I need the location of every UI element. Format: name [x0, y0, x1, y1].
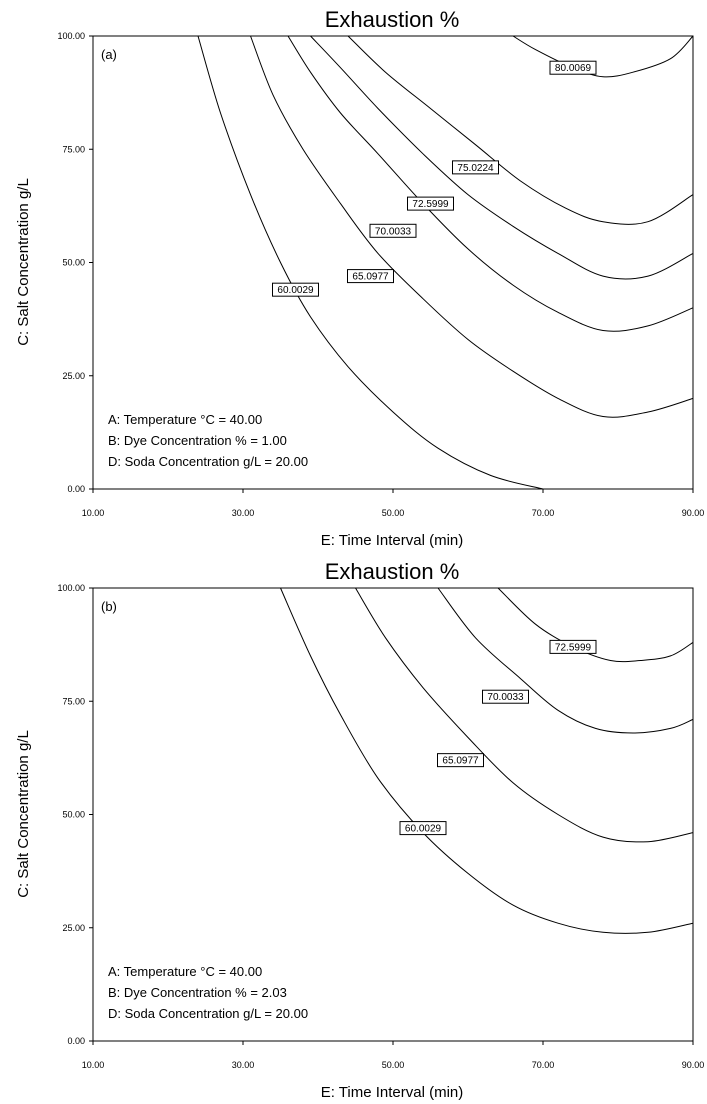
y-tick-label: 0.00: [67, 484, 85, 494]
contour-plot-a-svg: Exhaustion % 0.00 25.00 50.00 75.00 100.00 10.…: [15, 7, 705, 549]
x-tick-label: 70.00: [532, 508, 555, 518]
y-axis-title: C: Salt Concentration g/L: [15, 178, 32, 346]
contour-line-70.0033: [287, 35, 694, 332]
contour-plot-a: Exhaustion % 0.00 25.00 50.00 75.00 100.00 10.…: [15, 7, 705, 549]
contour-plot-b-svg: Exhaustion % 0.00 25.00 50.00 75.00 100.00 10.…: [15, 559, 705, 1101]
contour-label-box: [272, 282, 319, 297]
y-tick-label: 0.00: [67, 1036, 85, 1046]
contour-label-box: [452, 160, 499, 175]
contour-label: 80.0069: [555, 63, 592, 74]
contour-line-60.0029: [197, 35, 544, 490]
contour-line-72.5999: [310, 35, 694, 280]
contour-label-box: [482, 689, 529, 704]
y-tick-label: 50.00: [62, 258, 85, 268]
contour-label-box: [399, 821, 447, 836]
x-tick-label: 90.00: [682, 508, 705, 518]
condition-annotation: A: Temperature °C = 40.00: [108, 412, 262, 427]
y-tick-label: 50.00: [62, 810, 85, 820]
contour-line-65.0977: [355, 587, 694, 843]
x-tick-label: 10.00: [82, 1060, 105, 1070]
x-tick-label: 50.00: [382, 1060, 405, 1070]
x-axis-title: E: Time Interval (min): [321, 1084, 464, 1101]
contour-line-80.0069: [512, 35, 694, 78]
contour-label-box: [347, 269, 394, 284]
panel-label: (b): [101, 599, 117, 614]
condition-annotation: A: Temperature °C = 40.00: [108, 964, 262, 979]
x-tick-label: 30.00: [232, 508, 255, 518]
x-tick-label: 70.00: [532, 1060, 555, 1070]
x-tick-label: 90.00: [682, 1060, 705, 1070]
condition-annotation: B: Dye Concentration % = 1.00: [108, 433, 287, 448]
y-tick-label: 100.00: [57, 583, 85, 593]
contour-plot-b: Exhaustion % 0.00 25.00 50.00 75.00 100.00 10.…: [0, 552, 707, 1104]
x-tick-label: 30.00: [232, 1060, 255, 1070]
contour-label: 65.0977: [442, 756, 479, 767]
condition-annotation: D: Soda Concentration g/L = 20.00: [108, 454, 308, 469]
contour-label-box: [369, 223, 417, 238]
y-tick-label: 75.00: [62, 696, 85, 706]
contour-line-70.0033: [437, 587, 694, 734]
y-tick-label: 75.00: [62, 144, 85, 154]
y-axis-title: C: Salt Concentration g/L: [15, 730, 32, 898]
x-tick-label: 10.00: [82, 508, 105, 518]
contour-line-75.0224: [347, 35, 694, 225]
contour-label: 75.0224: [457, 163, 494, 174]
contour-line-65.0977: [250, 35, 694, 418]
contour-label: 72.5999: [412, 199, 449, 210]
contour-label-box: [549, 60, 597, 75]
contour-label-box: [549, 639, 597, 654]
y-tick-label: 100.00: [57, 31, 85, 41]
contour-label-box: [437, 753, 484, 768]
condition-annotation: D: Soda Concentration g/L = 20.00: [108, 1006, 308, 1021]
panel-label: (a): [101, 47, 117, 62]
contour-label: 60.0029: [405, 824, 442, 835]
contour-label: 70.0033: [375, 226, 412, 237]
contour-label: 65.0977: [352, 272, 389, 283]
contour-line-72.5999: [497, 587, 694, 663]
x-tick-label: 50.00: [382, 508, 405, 518]
y-tick-label: 25.00: [62, 371, 85, 381]
y-tick-label: 25.00: [62, 923, 85, 933]
condition-annotation: B: Dye Concentration % = 2.03: [108, 985, 287, 1000]
contour-label-box: [407, 196, 454, 211]
contour-label: 72.5999: [555, 642, 592, 653]
contour-label: 60.0029: [277, 285, 314, 296]
contour-label: 70.0033: [487, 692, 524, 703]
contour-line-60.0029: [280, 587, 694, 934]
chart-title: Exhaustion %: [325, 559, 460, 584]
x-axis-title: E: Time Interval (min): [321, 532, 464, 549]
chart-title: Exhaustion %: [325, 7, 460, 32]
